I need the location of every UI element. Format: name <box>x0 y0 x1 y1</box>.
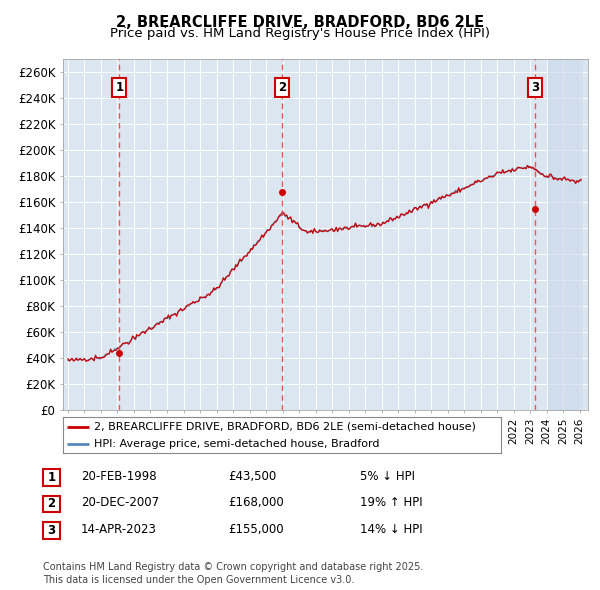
Text: 1: 1 <box>47 471 56 484</box>
Text: 14-APR-2023: 14-APR-2023 <box>81 523 157 536</box>
Text: 2, BREARCLIFFE DRIVE, BRADFORD, BD6 2LE (semi-detached house): 2, BREARCLIFFE DRIVE, BRADFORD, BD6 2LE … <box>94 422 476 432</box>
Text: 2: 2 <box>47 497 56 510</box>
Text: 19% ↑ HPI: 19% ↑ HPI <box>360 496 422 509</box>
Text: £155,000: £155,000 <box>228 523 284 536</box>
Text: 1: 1 <box>115 81 124 94</box>
Text: 3: 3 <box>47 524 56 537</box>
Text: Price paid vs. HM Land Registry's House Price Index (HPI): Price paid vs. HM Land Registry's House … <box>110 27 490 40</box>
Text: 20-FEB-1998: 20-FEB-1998 <box>81 470 157 483</box>
Text: 5% ↓ HPI: 5% ↓ HPI <box>360 470 415 483</box>
Text: Contains HM Land Registry data © Crown copyright and database right 2025.
This d: Contains HM Land Registry data © Crown c… <box>43 562 424 585</box>
Text: £168,000: £168,000 <box>228 496 284 509</box>
Text: 20-DEC-2007: 20-DEC-2007 <box>81 496 159 509</box>
Text: 3: 3 <box>531 81 539 94</box>
Text: 2, BREARCLIFFE DRIVE, BRADFORD, BD6 2LE: 2, BREARCLIFFE DRIVE, BRADFORD, BD6 2LE <box>116 15 484 30</box>
Text: HPI: Average price, semi-detached house, Bradford: HPI: Average price, semi-detached house,… <box>94 438 379 448</box>
Text: 14% ↓ HPI: 14% ↓ HPI <box>360 523 422 536</box>
Text: 2: 2 <box>278 81 286 94</box>
Text: £43,500: £43,500 <box>228 470 276 483</box>
